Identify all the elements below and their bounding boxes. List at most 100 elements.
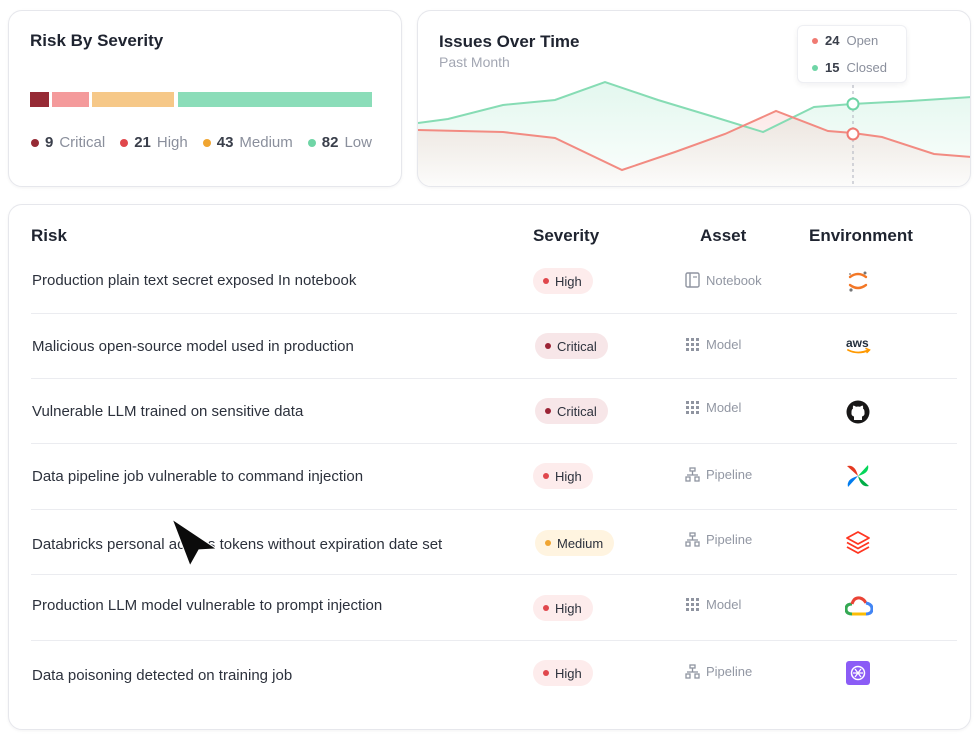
svg-text:aws: aws bbox=[846, 336, 869, 350]
severity-label: High bbox=[555, 665, 582, 681]
legend-low[interactable]: 82 Low bbox=[307, 134, 372, 151]
severity-label: Critical bbox=[557, 338, 597, 354]
google-cloud-icon bbox=[845, 596, 873, 616]
legend-critical[interactable]: 9 Critical bbox=[31, 134, 105, 151]
asset-cell: Pipeline bbox=[685, 532, 752, 547]
open-count: 24 bbox=[825, 33, 840, 48]
row-divider bbox=[31, 574, 957, 575]
severity-label: Medium bbox=[557, 535, 604, 551]
asset-cell: Pipeline bbox=[685, 664, 752, 679]
closed-count: 15 bbox=[825, 60, 840, 75]
env-cell bbox=[845, 399, 871, 425]
asset-label: Model bbox=[706, 337, 742, 352]
openai-icon bbox=[846, 661, 870, 685]
env-cell bbox=[845, 463, 871, 489]
severity-badge: Critical bbox=[535, 333, 608, 359]
medium-dot-icon bbox=[202, 138, 211, 147]
asset-cell: Model bbox=[685, 597, 741, 612]
legend-medium[interactable]: 43 Medium bbox=[202, 134, 293, 151]
header-risk[interactable]: Risk bbox=[31, 226, 67, 245]
closed-label: Closed bbox=[846, 60, 887, 75]
env-cell: aws bbox=[845, 333, 871, 359]
severity-badge: High bbox=[533, 595, 593, 621]
severity-badge: High bbox=[533, 268, 593, 294]
env-cell bbox=[845, 529, 871, 555]
asset-cell: Model bbox=[685, 400, 741, 415]
high-bar[interactable] bbox=[52, 92, 89, 107]
tooltip-closed-row: 15 Closed bbox=[812, 60, 887, 75]
airflow-icon bbox=[847, 465, 869, 487]
risk-name[interactable]: Production plain text secret exposed In … bbox=[32, 272, 357, 289]
high-dot-icon bbox=[120, 138, 129, 147]
severity-label: High bbox=[555, 468, 582, 484]
risk-name[interactable]: Data poisoning detected on training job bbox=[32, 667, 293, 684]
pipeline-icon bbox=[685, 532, 700, 547]
row-divider bbox=[31, 443, 957, 444]
asset-label: Model bbox=[706, 400, 742, 415]
issues-over-time-title: Issues Over Time bbox=[439, 32, 580, 51]
asset-label: Model bbox=[706, 597, 742, 612]
closed-dot-icon bbox=[812, 64, 818, 71]
severity-dot-icon bbox=[543, 278, 549, 284]
pipeline-icon bbox=[685, 467, 700, 482]
open-dot-icon bbox=[812, 37, 818, 44]
critical-bar[interactable] bbox=[30, 92, 49, 107]
severity-badge: Medium bbox=[535, 530, 615, 556]
open-label: Open bbox=[846, 33, 879, 48]
severity-badge: Critical bbox=[535, 398, 608, 424]
row-divider bbox=[31, 509, 957, 510]
row-divider bbox=[31, 378, 957, 379]
risk-by-severity-card: Risk By Severity 9 Critical 21 High 43 M… bbox=[8, 10, 402, 187]
issues-subtitle: Past Month bbox=[439, 54, 510, 70]
severity-label: High bbox=[555, 600, 582, 616]
asset-label: Pipeline bbox=[706, 664, 753, 679]
model-icon bbox=[686, 598, 699, 611]
risk-name[interactable]: Databricks personal access tokens withou… bbox=[32, 536, 443, 553]
risk-name[interactable]: Vulnerable LLM trained on sensitive data bbox=[32, 403, 304, 420]
risk-table: Risk Severity Asset Environment Producti… bbox=[8, 204, 971, 730]
issues-chart[interactable] bbox=[418, 11, 971, 187]
severity-dot-icon bbox=[545, 408, 551, 414]
row-divider bbox=[31, 313, 957, 314]
jupyter-icon bbox=[848, 271, 868, 292]
high-count: 21 bbox=[134, 134, 151, 151]
severity-dot-icon bbox=[545, 540, 551, 546]
risk-name[interactable]: Production LLM model vulnerable to promp… bbox=[32, 597, 383, 614]
risk-name[interactable]: Malicious open-source model used in prod… bbox=[32, 338, 354, 355]
severity-dot-icon bbox=[543, 473, 549, 479]
risk-name[interactable]: Data pipeline job vulnerable to command … bbox=[32, 468, 364, 485]
model-icon bbox=[686, 401, 699, 414]
severity-label: High bbox=[555, 273, 582, 289]
github-icon bbox=[846, 400, 870, 424]
medium-label: Medium bbox=[239, 134, 293, 151]
critical-count: 9 bbox=[45, 134, 54, 151]
high-label: High bbox=[156, 134, 188, 151]
header-severity[interactable]: Severity bbox=[533, 226, 600, 245]
header-environment[interactable]: Environment bbox=[809, 226, 913, 245]
asset-label: Pipeline bbox=[706, 532, 753, 547]
medium-bar[interactable] bbox=[92, 92, 174, 107]
open-hover-point bbox=[846, 127, 860, 141]
severity-badge: High bbox=[533, 463, 593, 489]
env-cell bbox=[845, 594, 873, 620]
env-cell bbox=[845, 660, 871, 686]
env-cell bbox=[845, 268, 871, 294]
severity-dot-icon bbox=[545, 343, 551, 349]
notebook-icon bbox=[685, 272, 700, 288]
low-bar[interactable] bbox=[178, 92, 372, 107]
model-icon bbox=[686, 338, 699, 351]
closed-line bbox=[418, 80, 970, 134]
open-line bbox=[418, 109, 970, 172]
asset-cell: Pipeline bbox=[685, 467, 752, 482]
risk-by-severity-title: Risk By Severity bbox=[30, 31, 164, 50]
header-asset[interactable]: Asset bbox=[700, 226, 747, 245]
critical-dot-icon bbox=[31, 138, 39, 147]
asset-label: Notebook bbox=[706, 272, 762, 288]
pipeline-icon bbox=[685, 664, 700, 679]
critical-label: Critical bbox=[59, 134, 106, 151]
asset-cell: Notebook bbox=[685, 272, 762, 288]
severity-badge: High bbox=[533, 660, 593, 686]
issues-over-time-card: Issues Over Time Past Month 24 Open 15 C… bbox=[417, 10, 971, 187]
medium-count: 43 bbox=[216, 134, 234, 151]
legend-high[interactable]: 21 High bbox=[120, 134, 188, 151]
